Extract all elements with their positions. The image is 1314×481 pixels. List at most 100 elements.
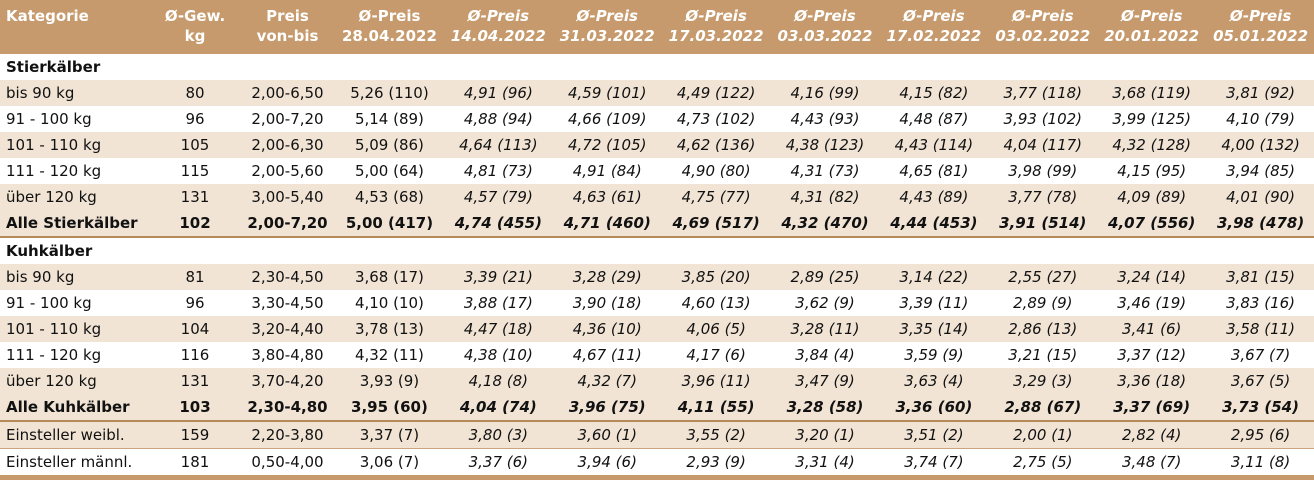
row-label: über 120 kg (6, 188, 97, 206)
table-row: Einsteller männl. 181 0,50-4,00 3,06 (7) 3,3… (0, 448, 1314, 475)
section-title: Kuhkälber (0, 237, 1314, 264)
table-cell: 4,72 (105) (567, 136, 647, 154)
table-cell: 4,06 (5) (686, 320, 746, 338)
table-cell: 3,73 (54) (1222, 398, 1299, 416)
table-cell: 3,68 (17) (354, 268, 424, 286)
table-cell: 103 (179, 398, 211, 416)
column-header: Kategorie (6, 7, 89, 25)
table-cell: 3,37 (6) (468, 453, 529, 471)
table-cell: 3,29 (3) (1013, 372, 1073, 390)
table-cell: 2,55 (27) (1008, 268, 1078, 286)
table-cell: 4,32 (470) (781, 214, 869, 232)
table-cell: 4,63 (61) (572, 188, 642, 206)
row-label: 111 - 120 kg (6, 346, 102, 364)
table-cell: 4,09 (89) (1117, 188, 1187, 206)
table-row: 101 - 110 kg 105 2,00-6,30 5,09 (86) 4,64 (1… (0, 132, 1314, 158)
table-cell: 4,01 (90) (1226, 188, 1296, 206)
table-cell: 3,11 (8) (1230, 453, 1291, 471)
table-cell: 3,96 (75) (568, 398, 646, 416)
table-row: 91 - 100 kg 96 3,30-4,50 4,10 (10) 3,88 (17)… (0, 290, 1314, 316)
row-label: Alle Stierkälber (6, 214, 138, 232)
table-cell: 4,32 (128) (1112, 136, 1191, 154)
column-header: Ø-Preis 17.02.2022 (886, 7, 982, 45)
table-cell: 5,00 (64) (354, 162, 424, 180)
table-cell: 2,30-4,80 (247, 398, 328, 416)
table-cell: 4,38 (10) (463, 346, 533, 364)
table-cell: 3,77 (118) (1003, 84, 1083, 102)
table-cell: 3,28 (58) (786, 398, 864, 416)
column-header: Ø-Preis 14.04.2022 (450, 7, 546, 45)
table-cell: 3,90 (18) (572, 294, 642, 312)
table-cell: 4,49 (122) (676, 84, 756, 102)
table-cell: 4,38 (123) (785, 136, 865, 154)
row-label: Alle Kuhkälber (6, 398, 130, 416)
table-cell: 3,14 (22) (899, 268, 969, 286)
column-header: Ø-Gew. kg (164, 7, 226, 45)
table-cell: 3,55 (2) (661, 421, 771, 449)
column-header: Ø-Preis 03.03.2022 (777, 7, 873, 45)
table-cell: 3,37 (69) (1113, 398, 1191, 416)
table-cell: 3,93 (9) (359, 372, 420, 390)
table-cell: 2,89 (9) (1013, 294, 1073, 312)
table-cell: 131 (180, 372, 210, 390)
table-cell: 80 (185, 84, 205, 102)
table-cell: 3,46 (19) (1117, 294, 1187, 312)
table-cell: 3,36 (18) (1117, 372, 1187, 390)
table-cell: 4,04 (74) (459, 398, 537, 416)
table-cell: 4,31 (73) (790, 162, 860, 180)
table-cell: 3,35 (14) (899, 320, 969, 338)
table-cell: 4,75 (77) (681, 188, 751, 206)
table-cell: 131 (180, 188, 210, 206)
table-cell: 4,31 (82) (790, 188, 860, 206)
table-cell: 4,65 (81) (899, 162, 969, 180)
table-cell: 3,39 (21) (463, 268, 533, 286)
table-cell: 4,43 (89) (899, 188, 969, 206)
table-cell: 2,00-6,30 (251, 136, 324, 154)
table-cell: 81 (185, 268, 205, 286)
bottom-bar (0, 475, 1314, 480)
table-cell: 2,82 (4) (1097, 421, 1207, 449)
table-cell: 2,88 (67) (1004, 398, 1082, 416)
table-cell: 2,30-4,50 (251, 268, 324, 286)
table-cell: 4,36 (10) (572, 320, 642, 338)
table-cell: 4,57 (79) (463, 188, 533, 206)
table-cell: 4,43 (93) (790, 110, 860, 128)
section-title-row: Stierkälber (0, 54, 1314, 80)
table-cell: 3,80-4,80 (251, 346, 324, 364)
table-cell: 4,16 (99) (790, 84, 860, 102)
table-cell: 4,53 (68) (354, 188, 424, 206)
table-cell: 3,84 (4) (795, 346, 855, 364)
table-cell: 4,66 (109) (567, 110, 647, 128)
table-cell: 4,47 (18) (463, 320, 533, 338)
table-cell: 3,48 (7) (1121, 453, 1182, 471)
table-cell: 3,80 (3) (443, 421, 553, 449)
table-cell: 96 (185, 294, 205, 312)
table-cell: 4,91 (84) (572, 162, 642, 180)
table-cell: 2,95 (6) (1206, 421, 1314, 449)
row-label: Einsteller männl. (6, 453, 133, 471)
table-row: 91 - 100 kg 96 2,00-7,20 5,14 (89) 4,88 (94)… (0, 106, 1314, 132)
table-cell: 4,88 (94) (463, 110, 533, 128)
table-cell: 2,00-6,50 (251, 84, 324, 102)
table-cell: 3,20 (1) (770, 421, 880, 449)
column-header: Ø-Preis 28.04.2022 (341, 7, 437, 45)
table-cell: 3,99 (125) (1112, 110, 1191, 128)
table-row: 111 - 120 kg 116 3,80-4,80 4,32 (11) 4,38 (1… (0, 342, 1314, 368)
table-cell: 4,07 (556) (1108, 214, 1196, 232)
table-cell: 3,74 (7) (904, 453, 964, 471)
row-label: Einsteller weibl. (0, 421, 150, 449)
column-header: Ø-Preis 20.01.2022 (1104, 7, 1200, 45)
table-row: bis 90 kg 80 2,00-6,50 5,26 (110) 4,91 (96) 4… (0, 80, 1314, 106)
table-cell: 2,89 (25) (790, 268, 860, 286)
table-cell: 2,00-5,60 (251, 162, 324, 180)
table-cell: 3,37 (12) (1117, 346, 1187, 364)
table-cell: 3,85 (20) (681, 268, 751, 286)
table-cell: 2,00 (1) (988, 421, 1098, 449)
table-cell: 3,21 (15) (1008, 346, 1078, 364)
table-cell: 3,96 (11) (681, 372, 751, 390)
table-cell: 0,50-4,00 (251, 453, 324, 471)
table-cell: 5,09 (86) (354, 136, 424, 154)
row-label: bis 90 kg (6, 268, 75, 286)
section-title-row: Kuhkälber (0, 237, 1314, 264)
table-cell: 5,14 (89) (354, 110, 424, 128)
